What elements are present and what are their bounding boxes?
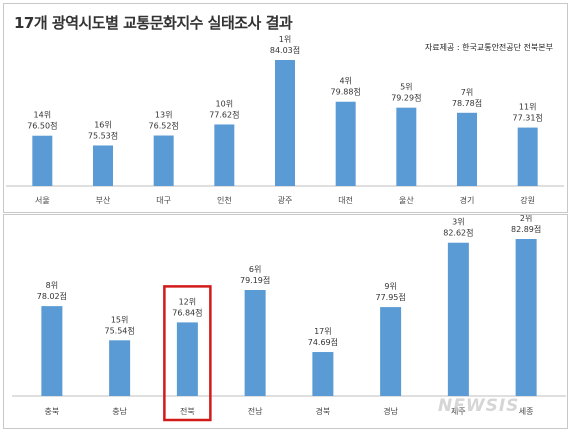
value-label: 82.89점 bbox=[511, 224, 541, 234]
bar-광주 bbox=[275, 60, 295, 186]
category-label: 강원 bbox=[520, 195, 535, 205]
rank-label: 9위 bbox=[384, 282, 396, 291]
value-label: 74.69점 bbox=[308, 337, 338, 347]
value-label: 82.62점 bbox=[443, 228, 473, 238]
source-note: 자료제공 : 한국교통안전공단 전북본부 bbox=[424, 43, 553, 52]
rank-label: 15위 bbox=[111, 315, 129, 324]
rank-label: 3위 bbox=[452, 218, 464, 227]
value-label: 84.03점 bbox=[270, 45, 300, 55]
value-label: 79.19점 bbox=[240, 275, 270, 285]
bar-경북 bbox=[312, 352, 334, 396]
rank-label: 5위 bbox=[400, 83, 412, 92]
category-label: 광주 bbox=[278, 195, 293, 205]
rank-label: 16위 bbox=[94, 120, 112, 129]
category-label: 경북 bbox=[316, 406, 331, 416]
value-label: 77.62점 bbox=[209, 109, 239, 119]
category-label: 인천 bbox=[217, 195, 232, 205]
bar-서울 bbox=[32, 135, 53, 186]
bar-전남 bbox=[244, 290, 266, 396]
value-label: 78.78점 bbox=[452, 98, 482, 108]
category-label: 서울 bbox=[35, 196, 50, 205]
rank-label: 6위 bbox=[249, 265, 261, 274]
category-label: 충북 bbox=[45, 407, 60, 416]
value-label: 76.50점 bbox=[27, 121, 57, 131]
category-label: 대전 bbox=[338, 195, 353, 205]
rank-label: 4위 bbox=[339, 77, 351, 86]
chart-title: 17개 광역시도별 교통문화지수 실태조사 결과 bbox=[14, 14, 293, 32]
rank-label: 12위 bbox=[179, 297, 197, 306]
rank-label: 11위 bbox=[519, 103, 537, 112]
bar-세종 bbox=[515, 239, 537, 396]
bar-경기 bbox=[457, 112, 477, 186]
rank-label: 2위 bbox=[520, 215, 532, 223]
category-label: 전남 bbox=[248, 406, 263, 416]
category-label: 충남 bbox=[112, 407, 127, 416]
bar-충남 bbox=[109, 340, 131, 396]
highlight-box bbox=[163, 285, 212, 422]
category-label: 울산 bbox=[399, 195, 414, 205]
category-label: 전북 bbox=[180, 406, 195, 416]
category-label: 세종 bbox=[519, 407, 534, 416]
category-label: 부산 bbox=[96, 195, 111, 205]
value-label: 79.29점 bbox=[391, 93, 421, 103]
category-label: 대구 bbox=[156, 196, 171, 205]
bar-강원 bbox=[517, 127, 538, 186]
value-label: 78.02점 bbox=[37, 291, 67, 301]
value-label: 77.95점 bbox=[375, 292, 405, 302]
value-label: 76.84점 bbox=[172, 307, 202, 317]
rank-label: 13위 bbox=[155, 111, 173, 120]
category-label: 경기 bbox=[460, 195, 475, 205]
value-label: 79.88점 bbox=[331, 87, 361, 97]
rank-label: 1위 bbox=[279, 35, 291, 44]
category-label: 제주 bbox=[451, 407, 466, 416]
bar-인천 bbox=[214, 124, 235, 186]
value-label: 75.53점 bbox=[88, 130, 118, 140]
bar-충북 bbox=[41, 306, 63, 396]
bar-대전 bbox=[335, 101, 356, 186]
rank-label: 7위 bbox=[461, 88, 473, 97]
bar-전북 bbox=[176, 322, 198, 396]
category-label: 경남 bbox=[383, 406, 398, 416]
rank-label: 14위 bbox=[34, 111, 52, 120]
chart-panel-top: 17개 광역시도별 교통문화지수 실태조사 결과 자료제공 : 한국교통안전공단… bbox=[3, 3, 568, 213]
rank-label: 17위 bbox=[314, 327, 332, 336]
value-label: 75.54점 bbox=[104, 325, 134, 335]
bar-울산 bbox=[396, 107, 417, 186]
value-label: 77.31점 bbox=[513, 113, 543, 123]
bar-제주 bbox=[447, 242, 469, 396]
rank-label: 8위 bbox=[46, 281, 58, 290]
watermark: NEWSIS bbox=[438, 396, 520, 416]
bar-부산 bbox=[93, 145, 113, 186]
rank-label: 10위 bbox=[216, 99, 234, 108]
bar-경남 bbox=[380, 307, 402, 396]
value-label: 76.52점 bbox=[149, 121, 179, 131]
bar-대구 bbox=[153, 135, 174, 186]
